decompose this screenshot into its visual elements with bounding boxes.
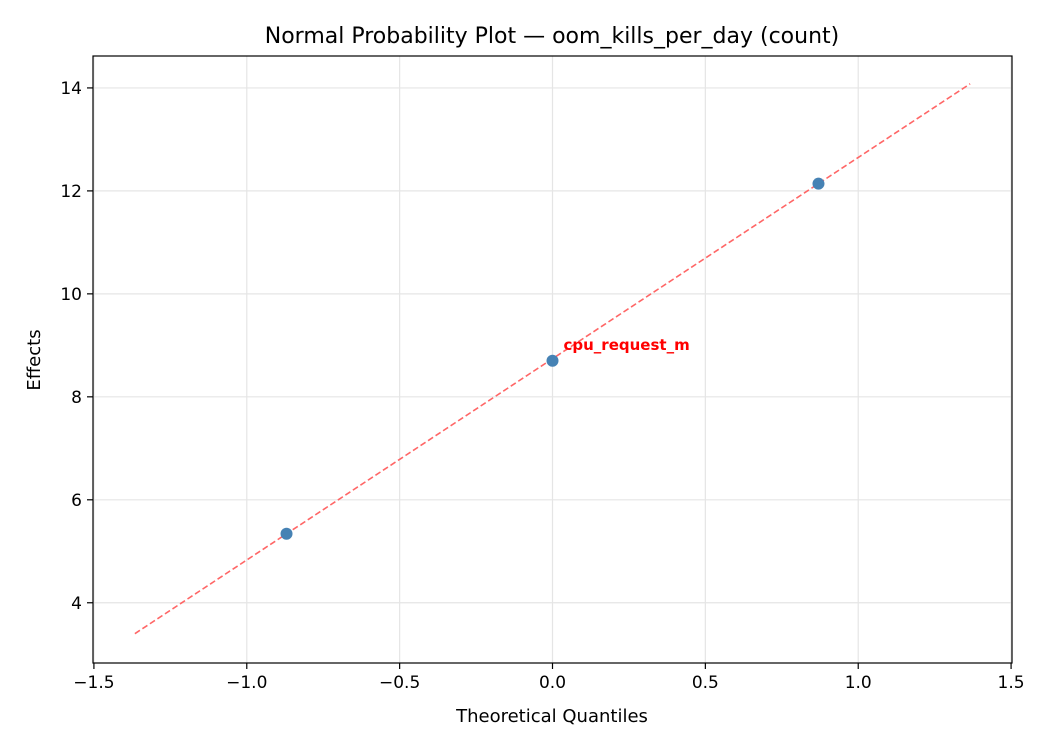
x-tick-label: 0.5 <box>692 673 719 693</box>
y-tick-label: 14 <box>60 79 82 99</box>
chart-title: Normal Probability Plot — oom_kills_per_… <box>265 24 839 49</box>
x-tick-label: 1.0 <box>845 673 872 693</box>
data-point <box>546 354 559 367</box>
y-tick-label: 10 <box>60 285 82 305</box>
x-axis-label: Theoretical Quantiles <box>455 706 648 727</box>
y-axis-label: Effects <box>24 329 45 390</box>
points-group <box>280 177 825 540</box>
data-point <box>280 527 293 540</box>
x-tick-label: −0.5 <box>379 673 420 693</box>
x-tick-label: −1.0 <box>226 673 267 693</box>
y-tick-label: 4 <box>71 594 82 614</box>
x-axis-ticks: −1.5 −1.0 −0.5 0.0 0.5 1.0 1.5 <box>73 663 1025 693</box>
point-annotation: cpu_request_m <box>564 336 690 354</box>
data-point <box>812 177 825 190</box>
y-tick-label: 12 <box>60 182 82 202</box>
annotations-group: cpu_request_m <box>564 336 690 354</box>
x-tick-label: −1.5 <box>73 673 114 693</box>
y-axis-ticks: 4 6 8 10 12 14 <box>60 79 93 614</box>
y-tick-label: 6 <box>71 491 82 511</box>
x-tick-label: 1.5 <box>998 673 1025 693</box>
y-tick-label: 8 <box>71 388 82 408</box>
x-tick-label: 0.0 <box>539 673 566 693</box>
